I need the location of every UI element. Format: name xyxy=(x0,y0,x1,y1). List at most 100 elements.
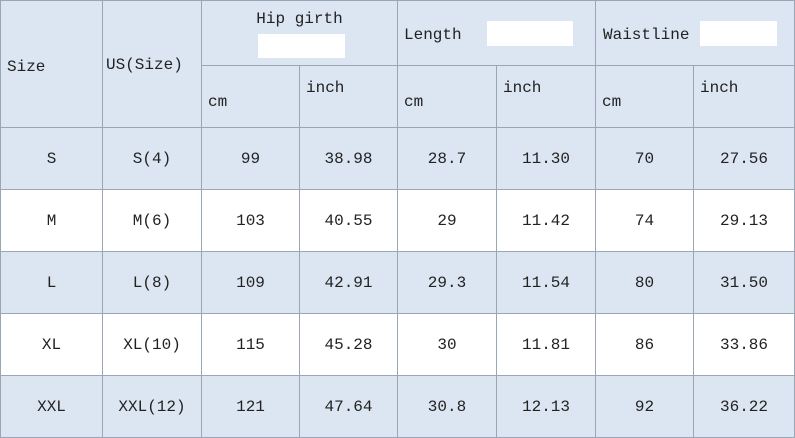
data-cell: 27.56 xyxy=(694,128,795,190)
data-cell: L(8) xyxy=(103,252,202,314)
cell-text: 74 xyxy=(634,211,655,230)
data-cell: 33.86 xyxy=(694,314,795,376)
cell-text: inch xyxy=(306,79,345,97)
unit-cell: cm xyxy=(596,66,694,128)
data-cell: 45.28 xyxy=(300,314,398,376)
cell-text: 38.98 xyxy=(324,149,373,168)
data-cell: 28.7 xyxy=(398,128,497,190)
header-cell: Hip girth xyxy=(202,0,398,66)
cell-text: 80 xyxy=(634,273,655,292)
cell-text: 30.8 xyxy=(427,397,467,416)
cell-text: 99 xyxy=(240,149,261,168)
unit-cell: inch xyxy=(300,66,398,128)
data-cell: XL xyxy=(0,314,103,376)
cell-text: 47.64 xyxy=(324,397,373,416)
data-cell: L xyxy=(0,252,103,314)
header-text: Waistline xyxy=(603,26,690,44)
cell-text: XL(10) xyxy=(123,335,181,354)
data-cell: 86 xyxy=(596,314,694,376)
data-cell: XL(10) xyxy=(103,314,202,376)
cell-text: 27.56 xyxy=(719,149,768,168)
data-cell: 99 xyxy=(202,128,300,190)
data-cell: 74 xyxy=(596,190,694,252)
data-cell: 38.98 xyxy=(300,128,398,190)
data-cell: 80 xyxy=(596,252,694,314)
data-cell: 11.54 xyxy=(497,252,596,314)
data-cell: 29 xyxy=(398,190,497,252)
data-cell: 11.42 xyxy=(497,190,596,252)
data-cell: 30.8 xyxy=(398,376,497,438)
data-cell: 40.55 xyxy=(300,190,398,252)
data-cell: 115 xyxy=(202,314,300,376)
cell-text: 30 xyxy=(437,335,457,354)
data-cell: 31.50 xyxy=(694,252,795,314)
data-cell: 11.81 xyxy=(497,314,596,376)
data-cell: 92 xyxy=(596,376,694,438)
cell-text: 86 xyxy=(634,335,655,354)
data-cell: 29.13 xyxy=(694,190,795,252)
unit-cell: inch xyxy=(694,66,795,128)
cell-text: 11.81 xyxy=(521,335,570,354)
cell-text: S(4) xyxy=(132,149,172,168)
cell-text: 29.3 xyxy=(427,273,467,292)
cell-text: 11.54 xyxy=(521,273,570,292)
cell-text: XXL(12) xyxy=(118,397,186,416)
cell-text: 92 xyxy=(634,397,655,416)
cell-text: 28.7 xyxy=(427,149,467,168)
data-cell: XXL(12) xyxy=(103,376,202,438)
header-cell: US(Size) xyxy=(103,0,202,128)
cell-text: inch xyxy=(503,79,542,97)
cell-text: 42.91 xyxy=(324,273,373,292)
data-cell: S xyxy=(0,128,103,190)
cell-text: 11.42 xyxy=(521,211,570,230)
data-cell: 30 xyxy=(398,314,497,376)
data-cell: XXL xyxy=(0,376,103,438)
data-cell: M xyxy=(0,190,103,252)
unit-cell: cm xyxy=(398,66,497,128)
cell-text: 36.22 xyxy=(719,397,768,416)
cell-text: 109 xyxy=(236,273,265,292)
header-cell: Length xyxy=(398,0,596,66)
data-cell: M(6) xyxy=(103,190,202,252)
cell-text: XXL xyxy=(37,397,66,416)
data-cell: 121 xyxy=(202,376,300,438)
cell-text: M(6) xyxy=(132,211,172,230)
cell-text: inch xyxy=(700,79,739,97)
cell-text: cm xyxy=(404,93,424,111)
blank-box xyxy=(487,21,573,46)
cell-text: L xyxy=(46,273,57,292)
cell-text: 29.13 xyxy=(719,211,768,230)
cell-text: S xyxy=(46,149,57,168)
cell-text: cm xyxy=(208,93,228,111)
blank-box xyxy=(258,34,345,58)
data-cell: 103 xyxy=(202,190,300,252)
cell-text: 33.86 xyxy=(719,335,768,354)
data-cell: 12.13 xyxy=(497,376,596,438)
unit-cell: cm xyxy=(202,66,300,128)
cell-text: cm xyxy=(602,93,622,111)
cell-text: 45.28 xyxy=(324,335,373,354)
data-cell: 29.3 xyxy=(398,252,497,314)
cell-text: 115 xyxy=(236,335,265,354)
header-cell: Waistline xyxy=(596,0,795,66)
cell-text: L(8) xyxy=(132,273,172,292)
data-cell: S(4) xyxy=(103,128,202,190)
data-cell: 36.22 xyxy=(694,376,795,438)
data-cell: 11.30 xyxy=(497,128,596,190)
data-cell: 70 xyxy=(596,128,694,190)
cell-text: 121 xyxy=(236,397,265,416)
cell-text: 11.30 xyxy=(521,149,570,168)
cell-text: 29 xyxy=(437,211,457,230)
cell-text: 70 xyxy=(634,149,655,168)
data-cell: 109 xyxy=(202,252,300,314)
header-text: Hip girth xyxy=(256,10,343,28)
data-cell: 47.64 xyxy=(300,376,398,438)
unit-cell: inch xyxy=(497,66,596,128)
cell-text: 12.13 xyxy=(521,397,570,416)
header-text: US(Size) xyxy=(106,56,183,74)
cell-text: XL xyxy=(41,335,62,354)
header-text: Size xyxy=(7,58,46,76)
data-cell: 42.91 xyxy=(300,252,398,314)
cell-text: M xyxy=(46,211,57,230)
